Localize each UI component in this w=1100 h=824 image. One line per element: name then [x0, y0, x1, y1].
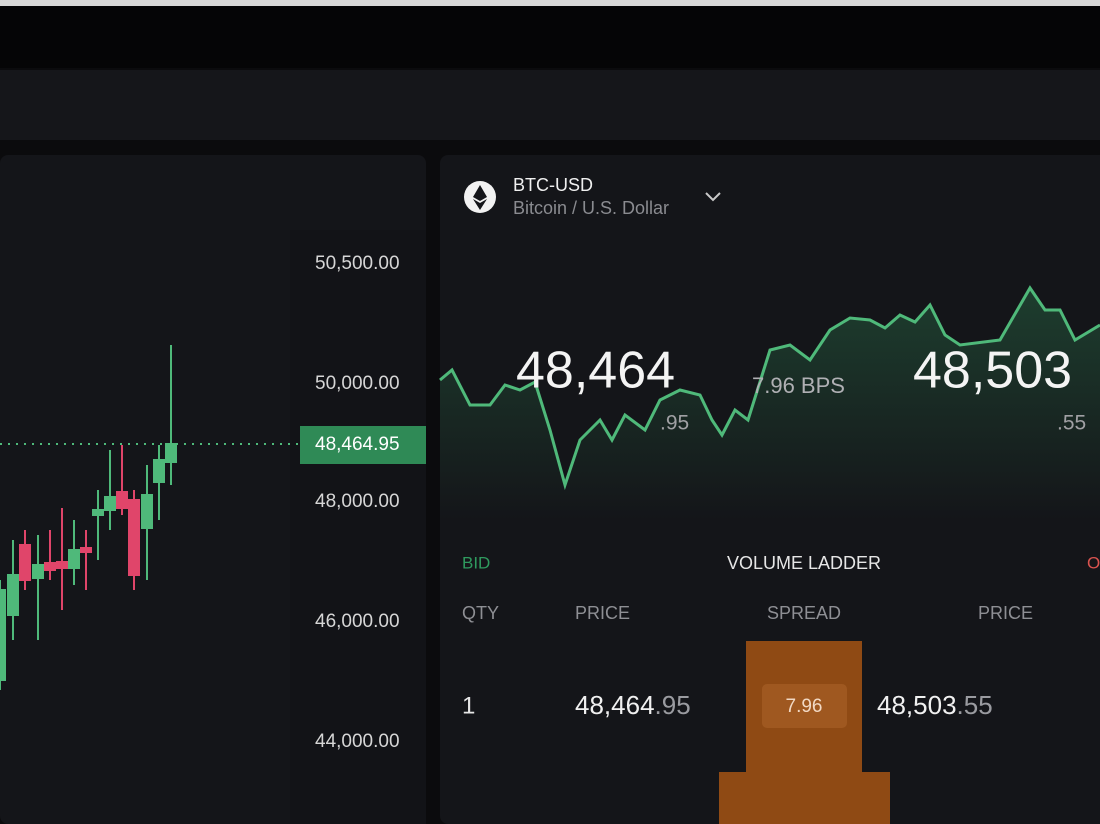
down-candles: [19, 445, 140, 610]
ask-fraction: .55: [1057, 412, 1086, 435]
column-header: SPREAD: [767, 603, 841, 623]
spread-chip: [762, 684, 847, 728]
ladder-header: QTY PRICE SPREAD PRICE: [462, 603, 1033, 623]
price-main: 48,464: [575, 690, 655, 720]
row-spread: 7.96: [786, 696, 823, 717]
up-candles: [0, 345, 177, 690]
body: [32, 564, 44, 579]
body: [19, 544, 31, 581]
price-label: 50,500.00: [315, 253, 400, 274]
dropdown-chevron[interactable]: [705, 192, 721, 202]
body: [92, 509, 104, 516]
bid-label: BID: [462, 553, 490, 572]
ask-label: O: [1087, 553, 1100, 572]
column-header: PRICE: [575, 603, 630, 623]
body: [165, 443, 177, 463]
price-labels: 50,500.00 50,000.00 48,000.00 46,000.00 …: [315, 253, 400, 752]
candles: [0, 345, 177, 690]
body: [56, 561, 68, 569]
column-header: PRICE: [978, 603, 1033, 623]
body: [128, 499, 140, 576]
body: [68, 549, 80, 569]
price-label: 44,000.00: [315, 731, 400, 752]
instrument-name: Bitcoin / U.S. Dollar: [513, 198, 669, 218]
row-bid-price: 48,464.95: [575, 690, 691, 720]
body: [44, 562, 56, 571]
ask-price: 48,503: [913, 342, 1072, 400]
sparkline-area: [440, 288, 1100, 520]
body: [80, 547, 92, 553]
price-label: 46,000.00: [315, 611, 400, 632]
sparkline: [439, 285, 1100, 491]
price-fraction: .55: [957, 690, 993, 720]
bezel: [0, 0, 1100, 6]
coin-glyph: [473, 185, 487, 210]
body: [7, 574, 19, 616]
symbol: BTC-USD: [513, 175, 593, 195]
row-ask-price: 48,503.55: [877, 690, 993, 720]
price-fraction: .95: [655, 690, 691, 720]
bid-fraction: .95: [660, 412, 689, 435]
body: [0, 589, 6, 681]
spread-column-wide: [719, 772, 890, 824]
body: [153, 459, 165, 483]
top-bar: [0, 6, 1100, 68]
price-axis: [290, 230, 426, 824]
bid-price: 48,464: [516, 342, 675, 400]
column-header: QTY: [462, 603, 499, 623]
body: [141, 494, 153, 529]
body: [104, 496, 116, 511]
body: [116, 491, 128, 509]
current-price-tag: [300, 426, 426, 464]
toolbar: [0, 70, 1100, 140]
spread-bps: 7.96 BPS: [752, 373, 845, 398]
price-main: 48,503: [877, 690, 957, 720]
ladder-title: VOLUME LADDER: [727, 553, 881, 573]
price-label: 48,000.00: [315, 491, 400, 512]
price-label: 50,000.00: [315, 373, 400, 394]
row-qty: 1: [462, 692, 475, 719]
current-price: 48,464.95: [315, 434, 400, 455]
